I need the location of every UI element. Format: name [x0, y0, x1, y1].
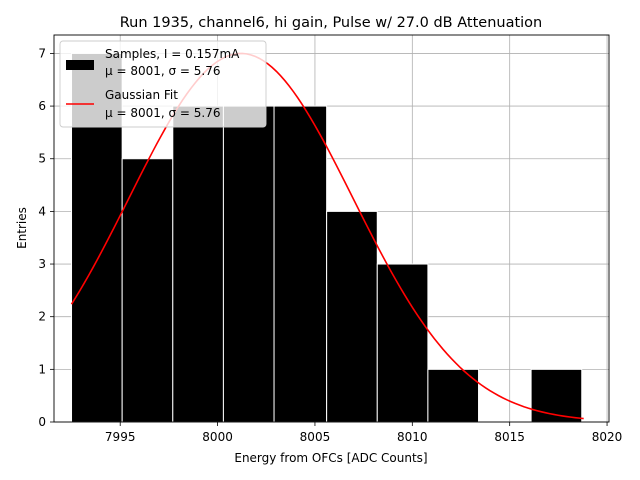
x-tick-label: 8000 [202, 430, 233, 444]
x-axis-ticks: 7995 8000 8005 8010 8015 8020 [105, 422, 622, 444]
histogram-bar [376, 263, 429, 423]
legend-fit-label: Gaussian Fit [105, 88, 178, 102]
y-tick-label: 0 [38, 415, 46, 429]
gaussian-fit-line [70, 52, 584, 420]
histogram-bar [530, 368, 583, 423]
x-tick-label: 8005 [300, 430, 331, 444]
y-tick-label: 2 [38, 310, 46, 324]
legend-samples-swatch [66, 60, 94, 70]
y-axis-ticks: 0 1 2 3 4 5 6 7 [38, 46, 54, 429]
legend-fit-stats: μ = 8001, σ = 5.76 [105, 106, 221, 120]
histogram-bar [222, 105, 275, 423]
y-tick-label: 3 [38, 257, 46, 271]
chart-title: Run 1935, channel6, hi gain, Pulse w/ 27… [120, 15, 543, 31]
legend-samples-label: Samples, I = 0.157mA [105, 47, 240, 61]
legend-samples-stats: μ = 8001, σ = 5.76 [105, 64, 221, 78]
y-axis-label: Entries [15, 207, 29, 249]
histogram-bars [71, 52, 583, 423]
histogram-bar [326, 210, 378, 423]
histogram-bar [273, 105, 328, 423]
x-axis-label: Energy from OFCs [ADC Counts] [234, 451, 427, 465]
histogram-bar [172, 105, 224, 423]
y-tick-label: 5 [38, 152, 46, 166]
plot-frame [53, 34, 610, 423]
y-tick-label: 7 [38, 46, 46, 60]
legend-box [59, 40, 267, 128]
x-tick-label: 8020 [592, 430, 623, 444]
x-tick-label: 8010 [397, 430, 428, 444]
y-tick-label: 6 [38, 99, 46, 113]
y-tick-label: 4 [38, 204, 46, 218]
x-tick-label: 8015 [494, 430, 525, 444]
legend: Samples, I = 0.157mA μ = 8001, σ = 5.76 … [59, 40, 267, 128]
x-tick-label: 7995 [105, 430, 136, 444]
histogram-bar [427, 368, 480, 423]
y-tick-label: 1 [38, 362, 46, 376]
